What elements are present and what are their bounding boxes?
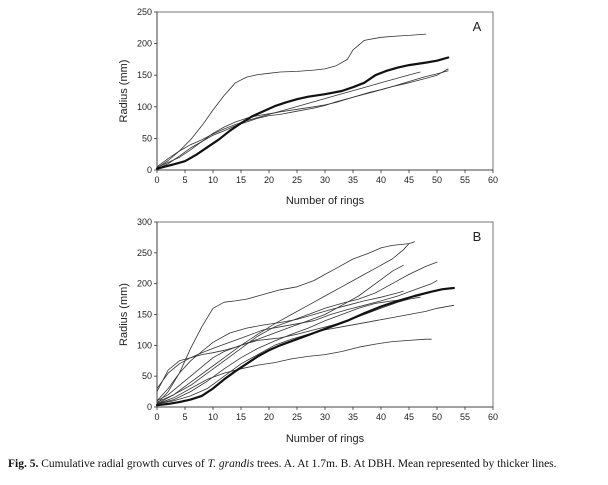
panel-a-x-tick-label: 5 [182, 175, 187, 185]
panel-a-x-tick-label: 40 [376, 175, 386, 185]
panel-a-x-tick-label: 35 [348, 175, 358, 185]
panel-a-chart: 0 50 100 150 200 250 0 5 10 15 20 25 30 35 40 45 50 55 60 N… [118, 7, 498, 207]
panel-b-x-tick-label: 5 [182, 412, 187, 422]
panel-b-y-tick-label: 50 [142, 371, 152, 381]
panel-a-x-tick-label: 55 [460, 175, 470, 185]
panel-b-x-tick-label: 40 [376, 412, 386, 422]
panel-a-y-tick-label: 200 [137, 39, 152, 49]
panel-b-y-tick-label: 200 [137, 279, 152, 289]
panel-b-mean-curve [155, 286, 455, 407]
panel-b-tree-curve-1 [156, 241, 415, 405]
panel-a-tree-curve-3 [156, 68, 449, 170]
caption-label: Fig. 5. [8, 458, 39, 470]
panel-b-y-axis-label: Radius (mm) [118, 283, 130, 346]
panel-a-tree-curve-4 [156, 70, 449, 168]
panel-a-mean-curve [155, 56, 450, 170]
panel-b-x-tick-label: 35 [348, 412, 358, 422]
panel-b-x-tick-label: 60 [488, 412, 498, 422]
panel-a-x-tick-label: 0 [154, 175, 159, 185]
panel-b-x-tick-label: 15 [236, 412, 246, 422]
panel-b-y-tick-label: 250 [137, 248, 152, 258]
panel-b-x-axis-label: Number of rings [286, 433, 365, 445]
panel-b-y-tick-label: 150 [137, 310, 152, 320]
panel-b-x-tick-label: 25 [292, 412, 302, 422]
panel-a-panel-label: A [473, 19, 482, 34]
panel-a-x-axis-label: Number of rings [286, 195, 365, 207]
panel-b-y-tick-label: 100 [137, 340, 152, 350]
panel-b-tree-curve-10 [156, 296, 421, 405]
caption-text-after: trees. A. At 1.7m. B. At DBH. Mean repre… [254, 458, 557, 470]
panel-a-x-tick-label: 15 [236, 175, 246, 185]
panel-a-tree-curve-2 [156, 71, 421, 168]
panel-a-y-tick-label: 150 [137, 70, 152, 80]
panel-b-x-tick-label: 20 [264, 412, 274, 422]
panel-a-y-axis-label: Radius (mm) [118, 60, 130, 123]
panel-b-y-tick-label: 0 [147, 402, 152, 412]
panel-b-x-tick-label: 45 [404, 412, 414, 422]
panel-a-y-tick-label: 250 [137, 7, 152, 17]
panel-a-x-tick-label: 30 [320, 175, 330, 185]
caption-species: T. grandis [207, 458, 255, 470]
panel-b-tree-curve-9 [156, 290, 404, 402]
panel-b-x-tick-label: 10 [208, 412, 218, 422]
panel-b-x-tick-label: 30 [320, 412, 330, 422]
panel-b-tree-curve-2 [156, 243, 410, 405]
panel-a-x-tick-label: 20 [264, 175, 274, 185]
panel-a-y-tick-label: 100 [137, 102, 152, 112]
panel-b-tree-curve-3 [156, 264, 404, 402]
panel-b-tree-curve-8 [156, 338, 432, 405]
panel-b-x-tick-label: 0 [154, 412, 159, 422]
panel-b-panel-label: B [473, 229, 482, 244]
panel-b-x-tick-label: 55 [460, 412, 470, 422]
figure-caption: Fig. 5. Cumulative radial growth curves … [8, 458, 604, 470]
panel-a-x-tick-label: 25 [292, 175, 302, 185]
panel-b-chart: 0 50 100 150 200 250 300 0 5 10 15 20 25 30 35 40 45 50 55… [118, 217, 498, 445]
panel-b-x-tick-label: 50 [432, 412, 442, 422]
panel-a-y-tick-label: 0 [147, 165, 152, 175]
panel-b-tree-curve-4 [156, 261, 438, 403]
panel-a-x-tick-label: 60 [488, 175, 498, 185]
panel-a-x-tick-label: 50 [432, 175, 442, 185]
panel-a-y-tick-label: 50 [142, 133, 152, 143]
panel-a-x-tick-label: 10 [208, 175, 218, 185]
panel-a-tree-curve-1 [156, 33, 427, 169]
panel-a-x-tick-label: 45 [404, 175, 414, 185]
caption-text-before: Cumulative radial growth curves of [38, 458, 208, 470]
panel-b-y-tick-label: 300 [137, 217, 152, 227]
panel-b-tree-curve-5 [156, 280, 438, 392]
